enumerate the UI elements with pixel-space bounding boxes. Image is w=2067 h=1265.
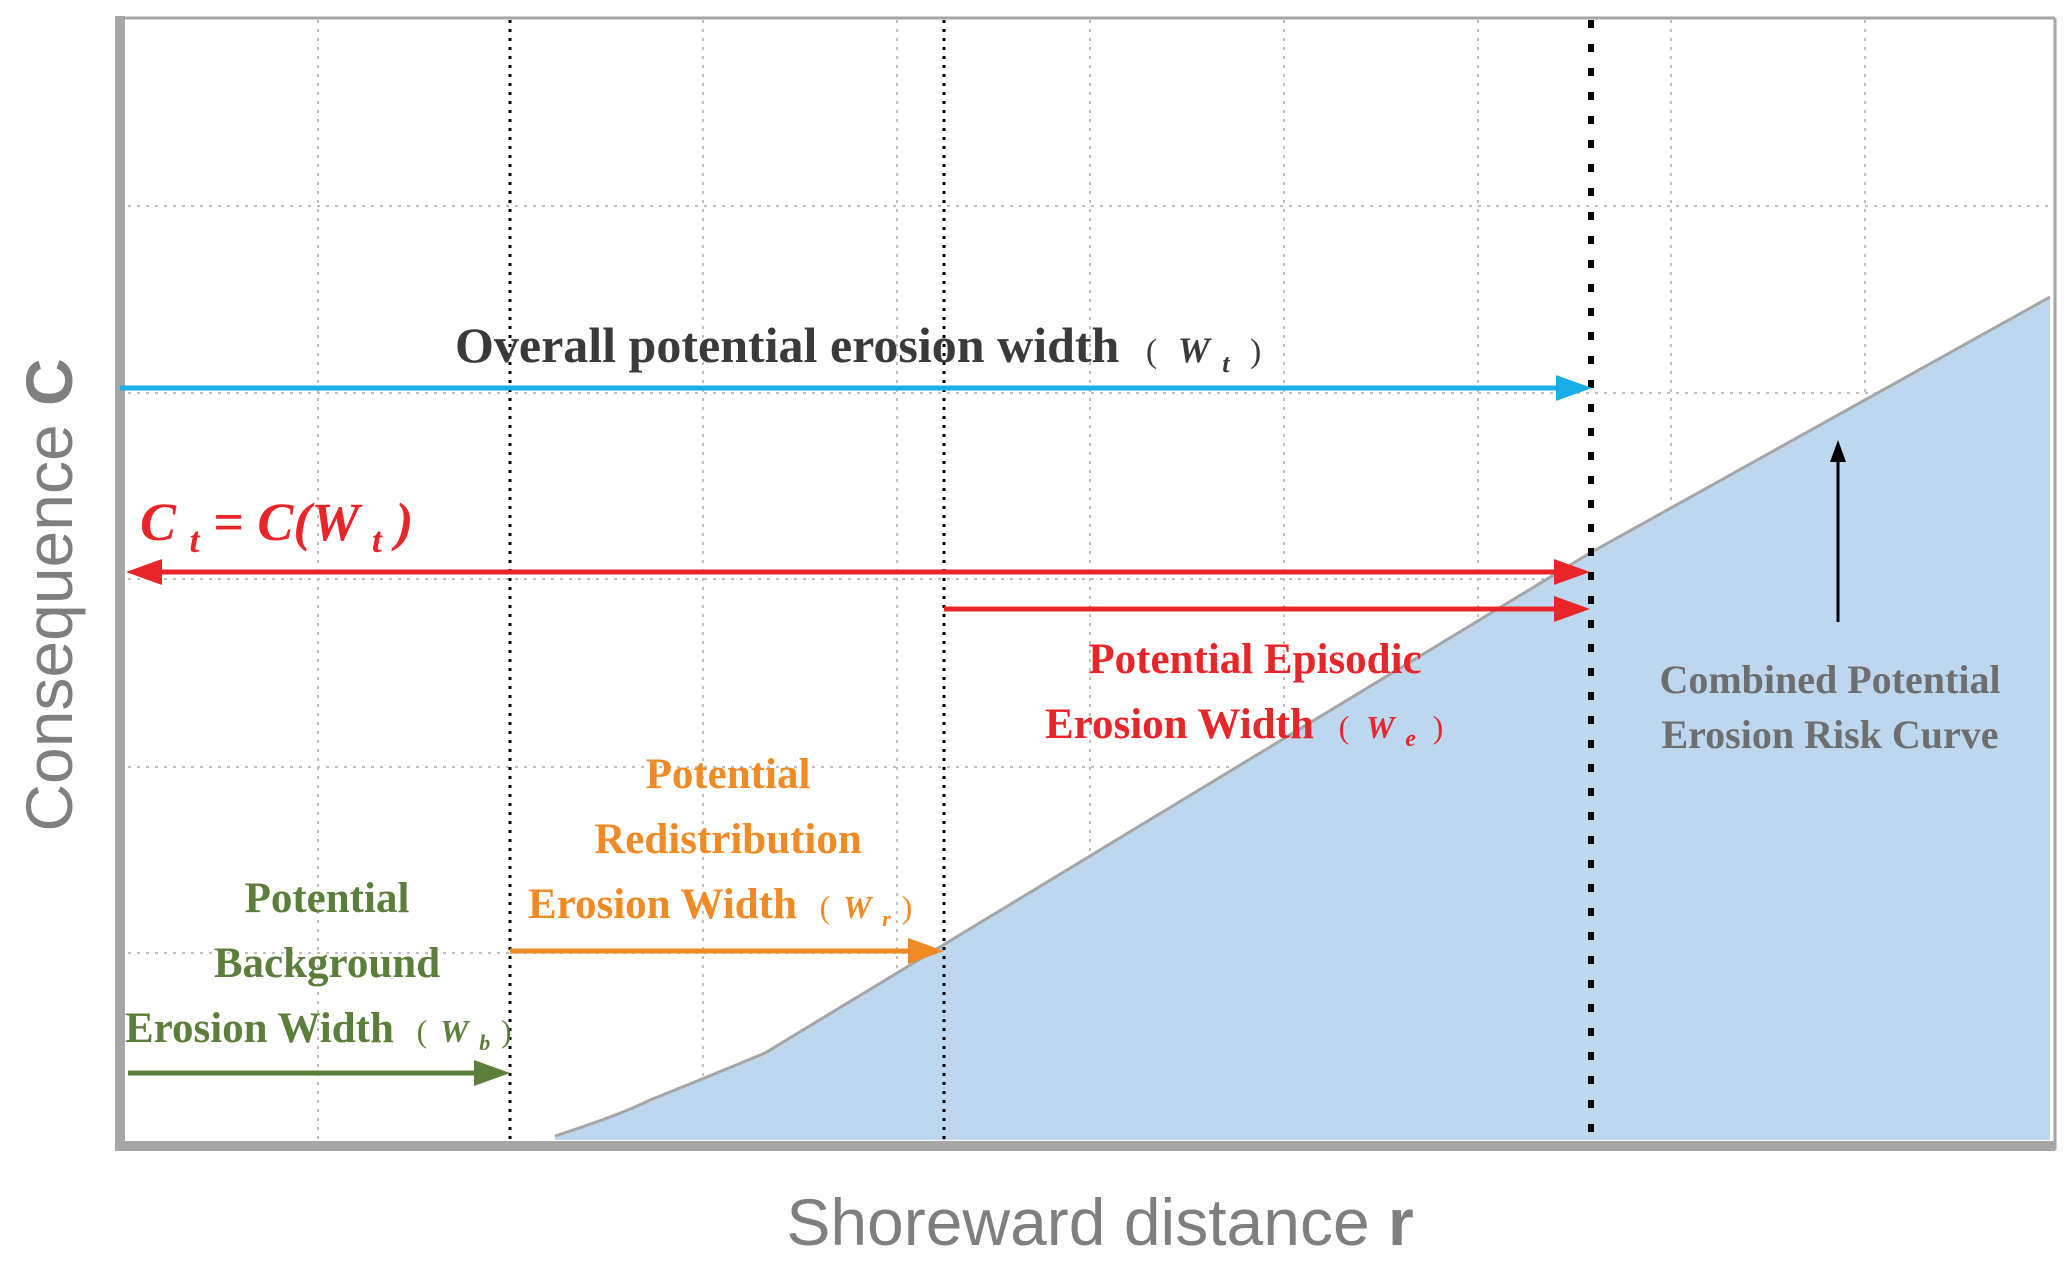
eq-c-sub: t: [190, 520, 201, 560]
consequence-arrowhead-left: [126, 559, 162, 585]
eq-c: C: [140, 492, 177, 552]
eq-rhs: = C(W: [213, 492, 363, 552]
overall-paren-open: (: [1146, 333, 1157, 370]
overall-width-arrowhead: [1556, 375, 1592, 401]
episodic-paren-open: (: [1339, 709, 1350, 745]
episodic-label-line1: Potential Episodic: [1088, 636, 1421, 683]
risk-area-fill: [555, 297, 2050, 1140]
redistribution-paren-close: ): [902, 889, 913, 925]
episodic-sub: e: [1405, 726, 1416, 752]
background-width-arrowhead: [474, 1060, 510, 1086]
eq-rhs-sub: t: [372, 520, 383, 560]
risk-curve-label-line1: Combined Potential: [1659, 657, 2000, 702]
background-label-line2: Background: [214, 940, 440, 987]
risk-curve-label-line2: Erosion Risk Curve: [1661, 712, 1998, 757]
x-axis-label-symbol: r: [1388, 1185, 1414, 1259]
redistribution-label-line2: Redistribution: [594, 816, 862, 863]
consequence-arrowhead-right: [1554, 559, 1590, 585]
episodic-line2-text: Erosion Width: [1045, 701, 1314, 748]
overall-width-label: Overall potential erosion width ( W t ): [455, 317, 1261, 383]
episodic-var: W: [1366, 709, 1397, 745]
redistribution-sub: r: [882, 906, 891, 931]
background-label-line3: Erosion Width ( W b ): [125, 1005, 512, 1060]
overall-width-text: Overall potential erosion width: [455, 317, 1120, 373]
overall-paren-close: ): [1250, 333, 1261, 370]
eq-close: ): [390, 492, 413, 552]
overall-var: W: [1178, 330, 1213, 370]
overall-sub: t: [1222, 349, 1230, 378]
background-paren-open: (: [417, 1013, 428, 1049]
redistribution-var: W: [843, 889, 874, 925]
redistribution-paren-open: (: [820, 889, 831, 925]
y-axis-label-main: Consequence: [12, 406, 86, 832]
y-axis-label-symbol: C: [12, 358, 86, 406]
consequence-equation: C t = C(W t ): [140, 492, 413, 564]
background-label-line1: Potential: [245, 875, 410, 922]
episodic-width-arrowhead: [1554, 596, 1590, 622]
risk-curve-pointer-head: [1830, 440, 1846, 462]
episodic-paren-close: ): [1433, 709, 1444, 745]
episodic-label-line2: Erosion Width ( W e ): [1045, 701, 1443, 756]
background-var: W: [440, 1013, 471, 1049]
background-line3-text: Erosion Width: [125, 1005, 394, 1052]
redistribution-width-arrowhead: [908, 938, 944, 964]
redistribution-line3-text: Erosion Width: [528, 881, 797, 928]
redistribution-label-line3: Erosion Width ( W r ): [528, 881, 912, 936]
y-axis-label: Consequence C: [12, 358, 86, 831]
x-axis-label-main: Shoreward distance: [786, 1185, 1388, 1259]
background-sub: b: [479, 1030, 490, 1055]
redistribution-label-line1: Potential: [646, 751, 811, 798]
x-axis-label: Shoreward distance r: [786, 1185, 1413, 1259]
risk-curve-line: [554, 295, 2051, 1138]
background-paren-close: ): [501, 1013, 512, 1049]
